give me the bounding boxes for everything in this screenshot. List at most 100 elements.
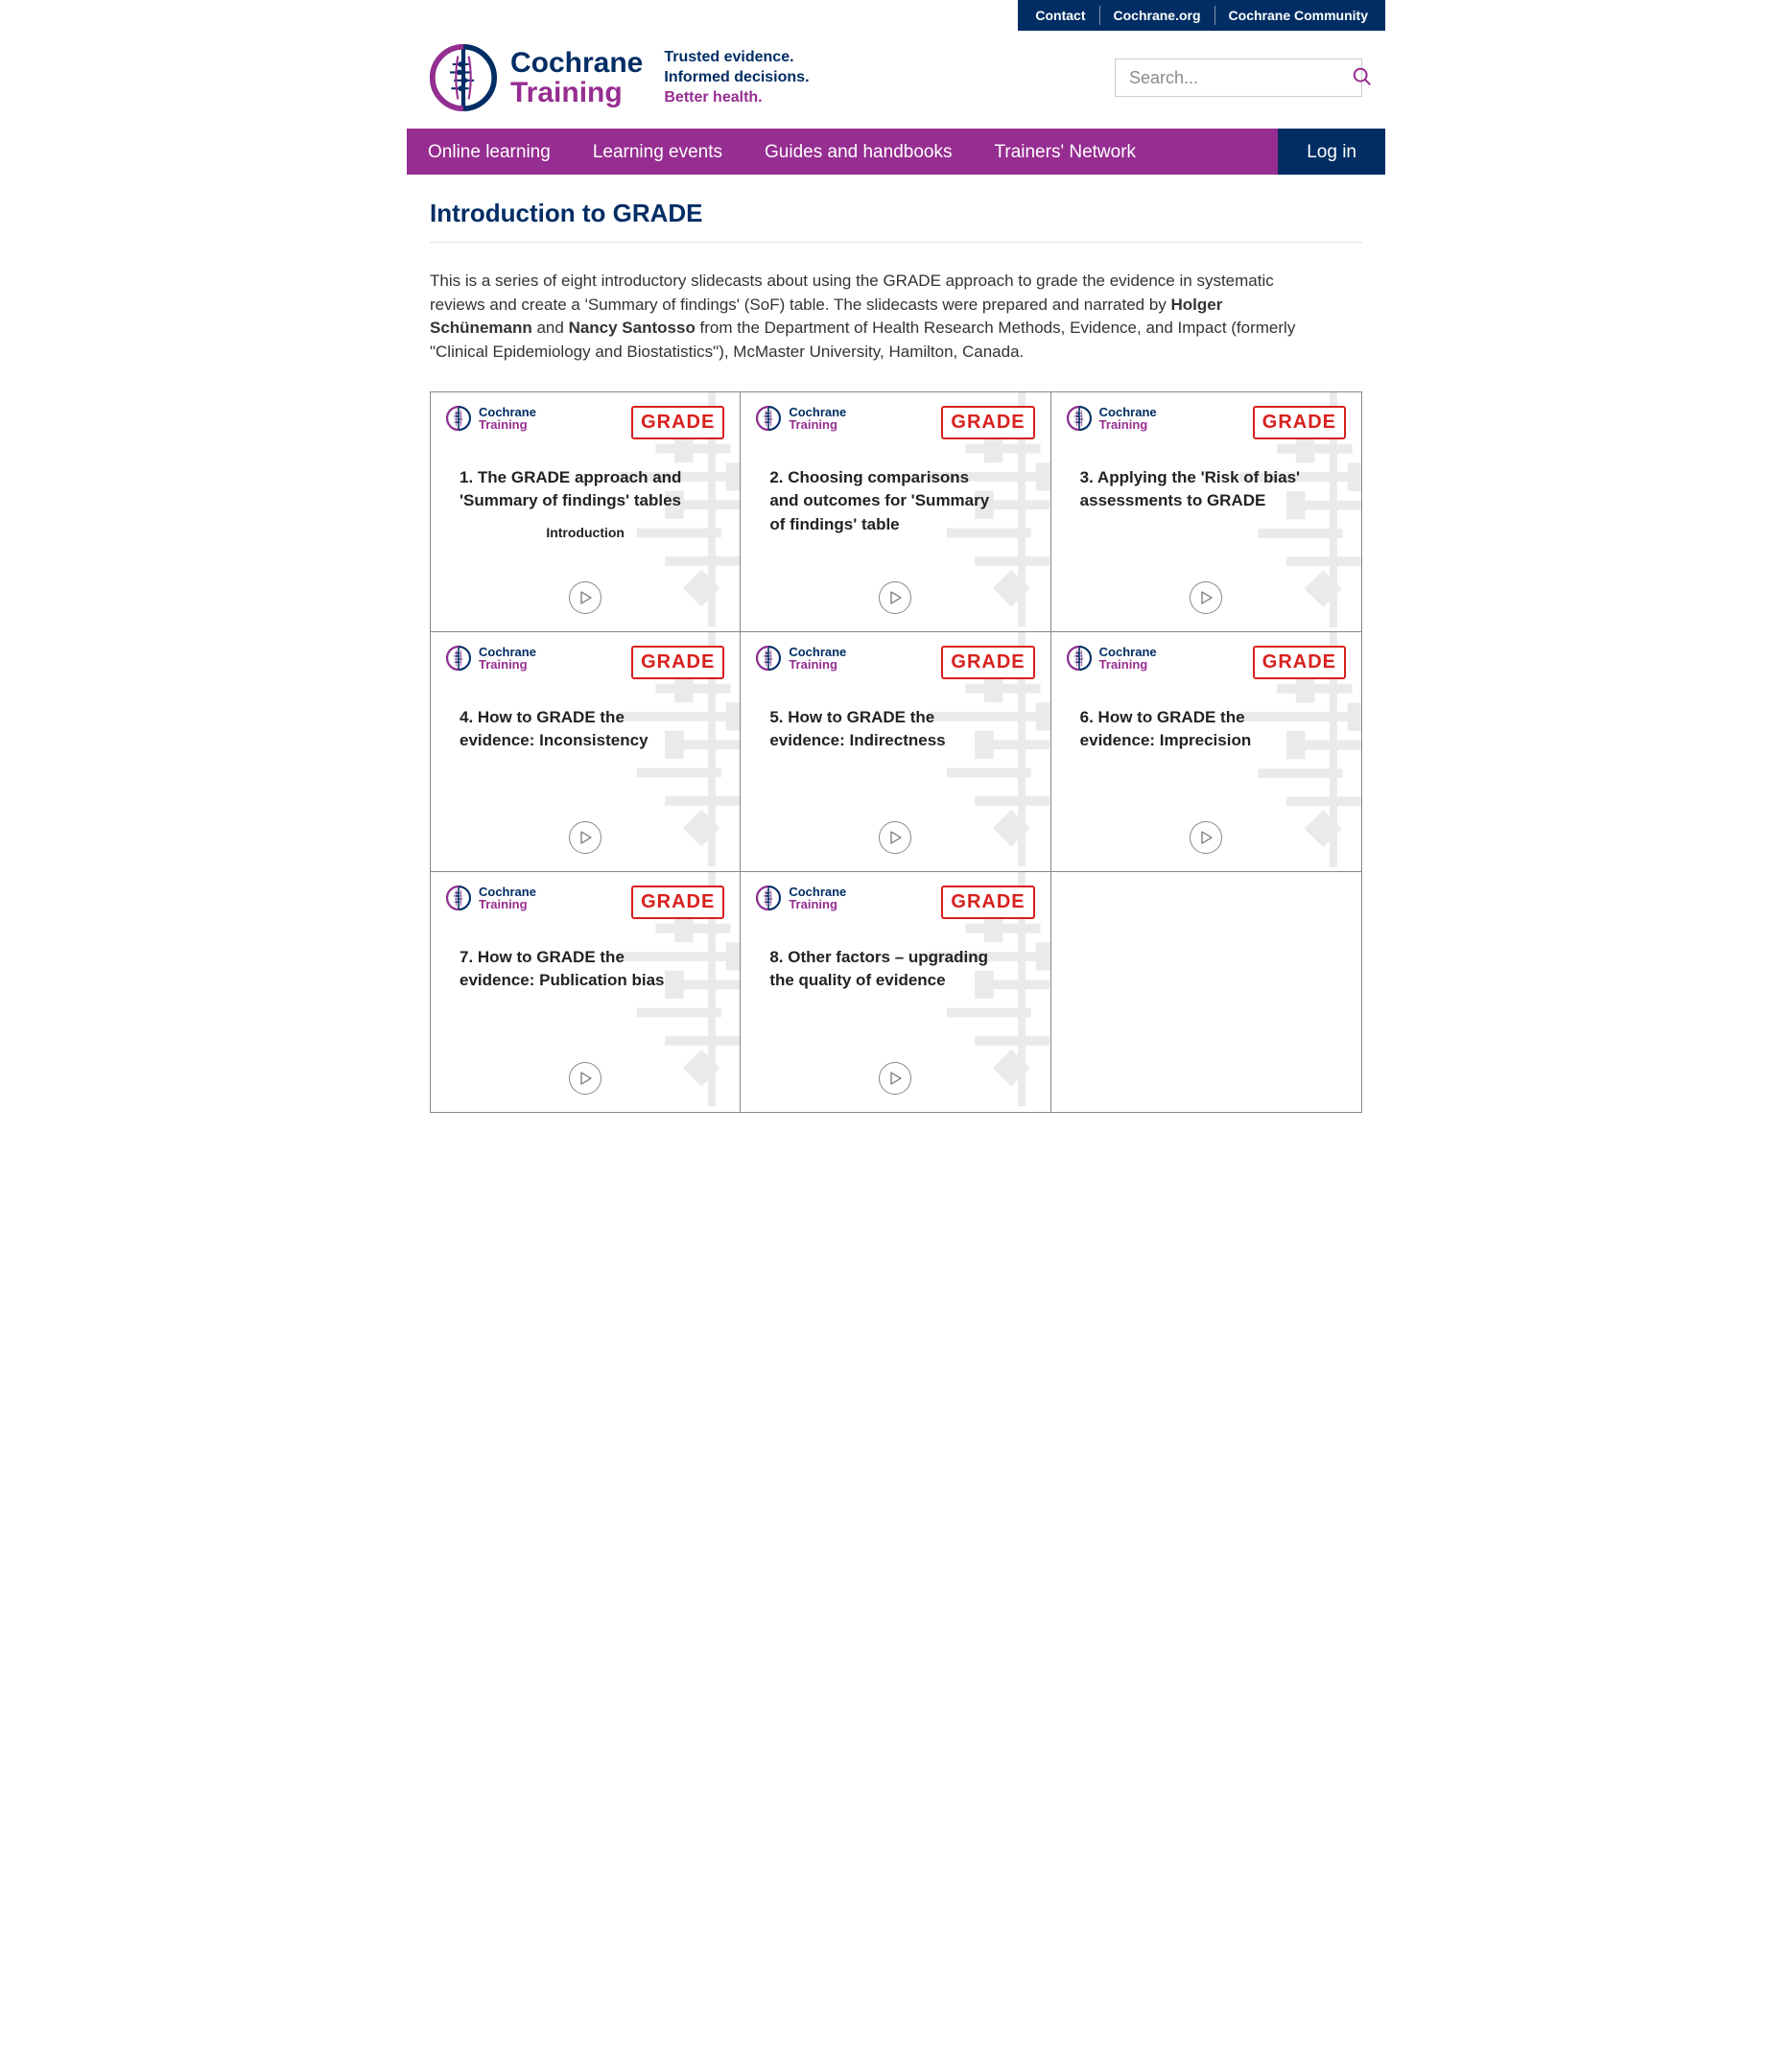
- grade-badge: GRADE: [1253, 646, 1346, 679]
- utility-bar: Contact Cochrane.org Cochrane Community: [407, 0, 1385, 31]
- page-title: Introduction to GRADE: [430, 196, 1362, 243]
- nav-online-learning[interactable]: Online learning: [407, 129, 572, 175]
- empty-card: [1051, 872, 1361, 1112]
- card-mini-logo: Cochrane Training: [446, 886, 536, 911]
- card-mini-logo: Cochrane Training: [1067, 406, 1157, 432]
- card-mini-line2: Training: [1099, 418, 1157, 432]
- grade-badge: GRADE: [631, 406, 724, 439]
- card-title: 2. Choosing comparisons and outcomes for…: [756, 466, 1005, 537]
- nav-learning-events[interactable]: Learning events: [572, 129, 743, 175]
- card-mini-line1: Cochrane: [789, 646, 846, 659]
- brand-line1: Cochrane: [510, 48, 643, 79]
- cochrane-logo-icon: [446, 646, 471, 671]
- play-button[interactable]: [569, 1062, 601, 1095]
- card-mini-line2: Training: [789, 898, 846, 911]
- site-logo-text: Cochrane Training: [510, 48, 643, 108]
- search-input[interactable]: [1129, 68, 1352, 88]
- card-title: 7. How to GRADE the evidence: Publicatio…: [446, 946, 696, 993]
- topbar-link-contact[interactable]: Contact: [1035, 6, 1099, 25]
- tagline-line3: Better health.: [664, 88, 809, 108]
- topbar-link-community[interactable]: Cochrane Community: [1215, 6, 1368, 25]
- slidecast-card[interactable]: Cochrane Training GRADE 5. How to GRADE …: [741, 632, 1050, 872]
- card-mini-logo: Cochrane Training: [756, 646, 846, 672]
- play-icon: [890, 831, 902, 844]
- nav-login[interactable]: Log in: [1278, 129, 1385, 175]
- intro-pre: This is a series of eight introductory s…: [430, 272, 1274, 314]
- slidecast-card[interactable]: Cochrane Training GRADE 3. Applying the …: [1051, 392, 1361, 632]
- card-mini-line2: Training: [789, 418, 846, 432]
- card-mini-logo: Cochrane Training: [1067, 646, 1157, 672]
- slidecast-card[interactable]: Cochrane Training GRADE 2. Choosing comp…: [741, 392, 1050, 632]
- cochrane-logo-icon: [430, 44, 497, 111]
- cochrane-logo-icon: [446, 886, 471, 910]
- play-icon: [580, 1072, 592, 1085]
- brand-line2: Training: [510, 78, 643, 108]
- search-box: [1115, 59, 1362, 97]
- card-mini-line1: Cochrane: [1099, 406, 1157, 419]
- slidecast-card[interactable]: Cochrane Training GRADE 8. Other factors…: [741, 872, 1050, 1112]
- slidecast-card[interactable]: Cochrane Training GRADE 1. The GRADE app…: [431, 392, 741, 632]
- cochrane-logo-icon: [446, 406, 471, 431]
- play-button[interactable]: [1190, 821, 1222, 854]
- slidecast-card[interactable]: Cochrane Training GRADE 4. How to GRADE …: [431, 632, 741, 872]
- card-title: 8. Other factors – upgrading the quality…: [756, 946, 1005, 993]
- card-mini-logo: Cochrane Training: [756, 406, 846, 432]
- card-mini-logo: Cochrane Training: [756, 886, 846, 911]
- card-mini-line1: Cochrane: [479, 886, 536, 899]
- play-button[interactable]: [1190, 581, 1222, 614]
- card-title: 3. Applying the 'Risk of bias' assessmen…: [1067, 466, 1316, 513]
- play-icon: [1201, 591, 1213, 604]
- intro-mid: and: [532, 319, 569, 337]
- card-title: 5. How to GRADE the evidence: Indirectne…: [756, 706, 1005, 753]
- card-mini-line2: Training: [479, 418, 536, 432]
- play-button[interactable]: [879, 821, 911, 854]
- card-subtitle: Introduction: [446, 523, 724, 542]
- play-icon: [890, 591, 902, 604]
- nav-guides-handbooks[interactable]: Guides and handbooks: [743, 129, 973, 175]
- play-button[interactable]: [879, 1062, 911, 1095]
- card-mini-line2: Training: [479, 658, 536, 672]
- cochrane-logo-icon: [756, 886, 781, 910]
- cochrane-logo-icon: [756, 406, 781, 431]
- grade-badge: GRADE: [941, 406, 1034, 439]
- cochrane-logo-icon: [1067, 646, 1092, 671]
- card-mini-logo: Cochrane Training: [446, 646, 536, 672]
- site-header: Cochrane Training Trusted evidence. Info…: [407, 31, 1385, 129]
- intro-author2: Nancy Santosso: [569, 319, 696, 337]
- play-button[interactable]: [879, 581, 911, 614]
- card-mini-logo: Cochrane Training: [446, 406, 536, 432]
- play-icon: [890, 1072, 902, 1085]
- slidecast-card[interactable]: Cochrane Training GRADE 7. How to GRADE …: [431, 872, 741, 1112]
- nav-trainers-network[interactable]: Trainers' Network: [973, 129, 1157, 175]
- grade-badge: GRADE: [941, 646, 1034, 679]
- slidecast-card[interactable]: Cochrane Training GRADE 6. How to GRADE …: [1051, 632, 1361, 872]
- intro-paragraph: This is a series of eight introductory s…: [430, 270, 1312, 365]
- tagline-line1: Trusted evidence.: [664, 48, 809, 68]
- card-mini-line2: Training: [1099, 658, 1157, 672]
- topbar-link-cochrane-org[interactable]: Cochrane.org: [1100, 6, 1215, 25]
- grade-badge: GRADE: [1253, 406, 1346, 439]
- card-mini-line1: Cochrane: [479, 406, 536, 419]
- slidecast-grid: Cochrane Training GRADE 1. The GRADE app…: [430, 391, 1362, 1113]
- card-mini-line2: Training: [479, 898, 536, 911]
- cochrane-logo-icon: [756, 646, 781, 671]
- play-icon: [580, 831, 592, 844]
- card-title: 1. The GRADE approach and 'Summary of fi…: [446, 466, 696, 513]
- play-button[interactable]: [569, 581, 601, 614]
- site-logo[interactable]: Cochrane Training: [430, 44, 643, 111]
- tagline: Trusted evidence. Informed decisions. Be…: [664, 48, 809, 107]
- grade-badge: GRADE: [941, 886, 1034, 919]
- cochrane-logo-icon: [1067, 406, 1092, 431]
- primary-nav: Online learning Learning events Guides a…: [407, 129, 1385, 175]
- play-icon: [1201, 831, 1213, 844]
- search-icon: [1352, 66, 1373, 87]
- play-button[interactable]: [569, 821, 601, 854]
- card-mini-line1: Cochrane: [789, 406, 846, 419]
- card-mini-line2: Training: [789, 658, 846, 672]
- search-button[interactable]: [1352, 66, 1373, 90]
- tagline-line2: Informed decisions.: [664, 68, 809, 88]
- play-icon: [580, 591, 592, 604]
- card-title: 6. How to GRADE the evidence: Imprecisio…: [1067, 706, 1316, 753]
- card-mini-line1: Cochrane: [479, 646, 536, 659]
- grade-badge: GRADE: [631, 886, 724, 919]
